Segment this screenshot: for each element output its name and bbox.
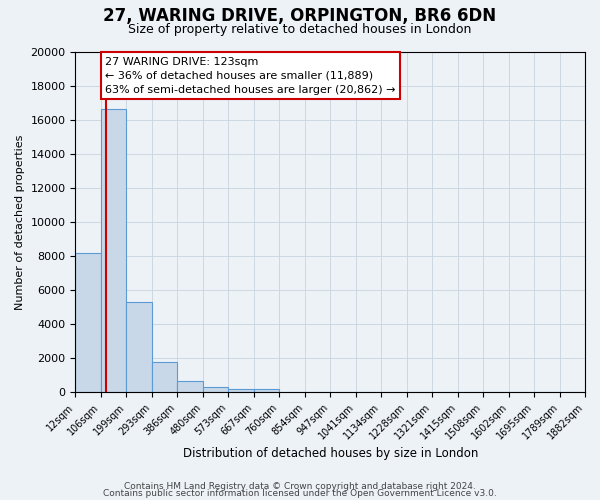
Text: 27, WARING DRIVE, ORPINGTON, BR6 6DN: 27, WARING DRIVE, ORPINGTON, BR6 6DN — [103, 8, 497, 26]
Bar — [101, 110, 127, 393]
X-axis label: Distribution of detached houses by size in London: Distribution of detached houses by size … — [182, 447, 478, 460]
Bar — [152, 362, 178, 392]
Bar — [228, 389, 254, 392]
Text: 27 WARING DRIVE: 123sqm
← 36% of detached houses are smaller (11,889)
63% of sem: 27 WARING DRIVE: 123sqm ← 36% of detache… — [105, 56, 395, 94]
Text: Contains public sector information licensed under the Open Government Licence v3: Contains public sector information licen… — [103, 490, 497, 498]
Bar — [76, 252, 101, 392]
Bar — [203, 388, 228, 392]
Y-axis label: Number of detached properties: Number of detached properties — [15, 134, 25, 310]
Text: Size of property relative to detached houses in London: Size of property relative to detached ho… — [128, 22, 472, 36]
Text: Contains HM Land Registry data © Crown copyright and database right 2024.: Contains HM Land Registry data © Crown c… — [124, 482, 476, 491]
Bar — [127, 302, 152, 392]
Bar — [178, 380, 203, 392]
Bar — [254, 389, 279, 392]
